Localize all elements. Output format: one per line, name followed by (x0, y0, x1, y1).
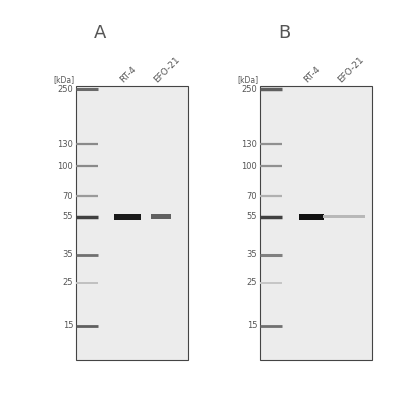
Text: EFO-21: EFO-21 (336, 55, 366, 84)
Text: 25: 25 (247, 278, 257, 288)
Text: [kDa]: [kDa] (53, 75, 74, 84)
Text: 130: 130 (241, 140, 257, 149)
Text: B: B (278, 24, 290, 42)
Text: [kDa]: [kDa] (237, 75, 258, 84)
Text: 70: 70 (62, 192, 73, 201)
Text: 130: 130 (57, 140, 73, 149)
Text: 15: 15 (63, 321, 73, 330)
Text: 55: 55 (63, 212, 73, 221)
Text: 250: 250 (58, 85, 73, 94)
Text: 100: 100 (242, 162, 257, 171)
Text: 55: 55 (247, 212, 257, 221)
Text: 15: 15 (247, 321, 257, 330)
Text: EFO-21: EFO-21 (152, 55, 182, 84)
Text: 70: 70 (246, 192, 257, 201)
Text: 25: 25 (63, 278, 73, 288)
Text: 100: 100 (58, 162, 73, 171)
Text: RT-4: RT-4 (302, 64, 322, 84)
Text: RT-4: RT-4 (118, 64, 138, 84)
Text: 250: 250 (242, 85, 257, 94)
Text: A: A (94, 24, 106, 42)
Text: 35: 35 (246, 250, 257, 259)
Text: 35: 35 (62, 250, 73, 259)
